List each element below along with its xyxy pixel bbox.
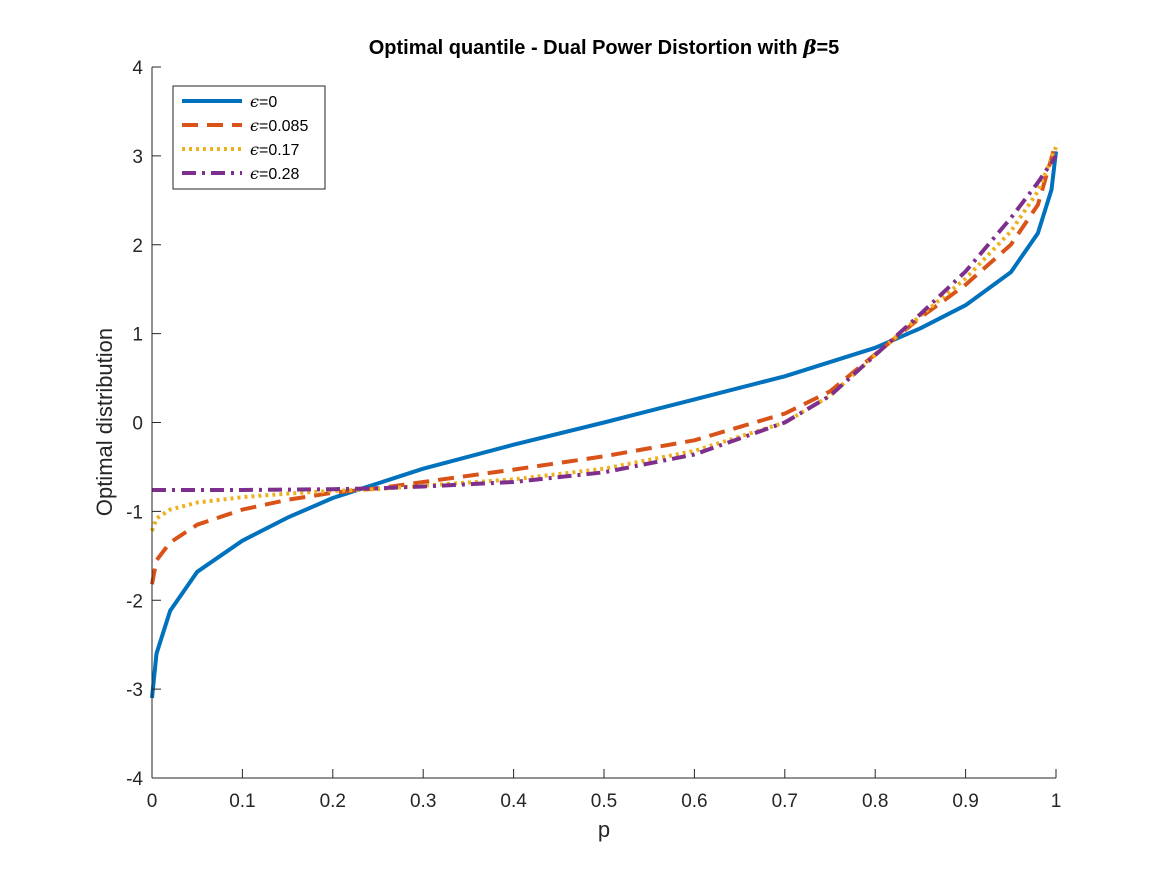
series-line-2 [150, 146, 1058, 532]
x-tick-label-2: 0.2 [320, 791, 346, 812]
x-tick-label-6: 0.6 [681, 791, 707, 812]
series-line-3 [152, 154, 1058, 492]
y-tick-label-1: -3 [126, 680, 143, 701]
legend-box [172, 85, 326, 190]
legend-label-1: ϵ=0.085 [250, 116, 308, 135]
legend-label-0: ϵ=0 [250, 92, 277, 111]
title-suffix: =5 [816, 37, 839, 59]
plot-area: 0 0.1 0.2 0.3 0.4 0.5 0.6 0.7 0.8 0.9 1 -4 -3 -2 -1 0 1 2… [126, 58, 1061, 812]
x-tick-label-1: 0.1 [229, 791, 255, 812]
title-beta-symbol: β [802, 35, 816, 59]
y-tick-label-7: 3 [132, 147, 143, 168]
legend-label-3: ϵ=0.28 [250, 164, 300, 183]
y-tick-label-4: 0 [132, 414, 143, 435]
y-tick-label-0: -4 [126, 769, 143, 790]
series-line-0 [150, 151, 1058, 699]
y-tick-label-2: -2 [126, 591, 143, 612]
legend: ϵ=0 ϵ=0.085 ϵ=0.17 ϵ=0.28 [172, 85, 326, 190]
title-prefix: Optimal quantile - Dual Power Distortion… [369, 37, 803, 59]
y-tick-label-5: 1 [132, 325, 143, 346]
x-tick-label-3: 0.3 [410, 791, 436, 812]
y-axis-label: Optimal distribution [92, 328, 117, 516]
y-tick-label-6: 2 [132, 236, 143, 257]
legend-label-2: ϵ=0.17 [250, 140, 300, 159]
x-tick-label-7: 0.7 [772, 791, 798, 812]
x-tick-label-4: 0.4 [500, 791, 527, 812]
y-tick-label-3: -1 [126, 502, 143, 523]
x-tick-label-0: 0 [147, 791, 158, 812]
x-tick-label-10: 1 [1051, 791, 1062, 812]
x-tick-label-8: 0.8 [862, 791, 888, 812]
series-line-1 [150, 141, 1058, 585]
x-tick-label-5: 0.5 [591, 791, 617, 812]
chart-title: Optimal quantile - Dual Power Distortion… [369, 35, 840, 59]
y-tick-label-8: 4 [132, 58, 143, 79]
x-tick-label-9: 0.9 [952, 791, 978, 812]
x-axis-label: p [598, 817, 610, 842]
